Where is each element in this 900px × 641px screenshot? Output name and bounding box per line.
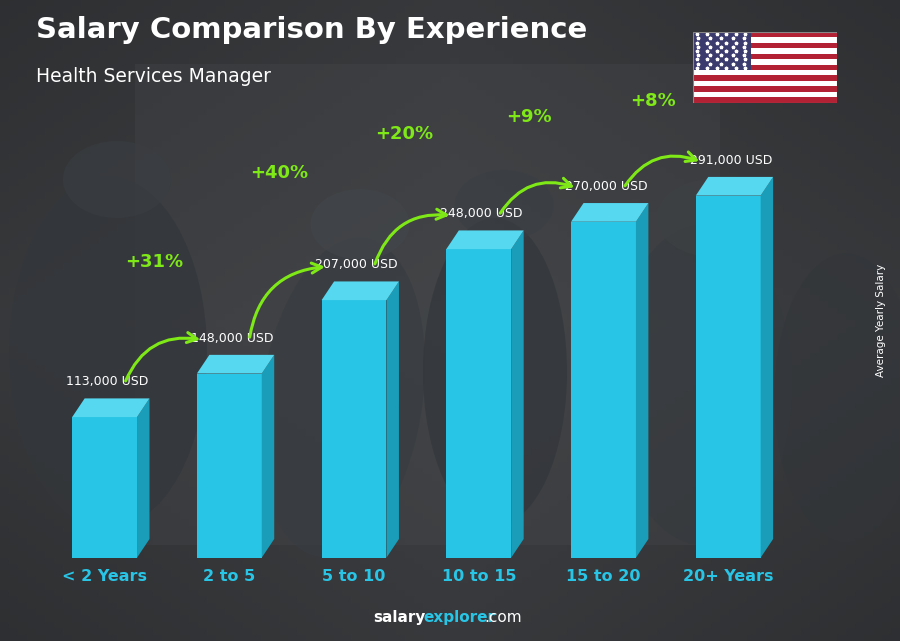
Polygon shape bbox=[572, 222, 636, 558]
Polygon shape bbox=[72, 417, 137, 558]
Circle shape bbox=[63, 141, 171, 218]
Bar bbox=[693, 92, 837, 97]
Ellipse shape bbox=[9, 176, 207, 529]
Circle shape bbox=[310, 189, 410, 260]
Bar bbox=[693, 43, 837, 48]
Ellipse shape bbox=[612, 224, 792, 545]
Text: salary: salary bbox=[374, 610, 426, 625]
Bar bbox=[693, 32, 751, 70]
Polygon shape bbox=[446, 230, 524, 249]
Text: 270,000 USD: 270,000 USD bbox=[565, 180, 647, 193]
Polygon shape bbox=[511, 230, 524, 558]
Bar bbox=[693, 32, 837, 37]
Bar bbox=[693, 65, 837, 70]
Polygon shape bbox=[321, 281, 399, 300]
Text: +31%: +31% bbox=[125, 253, 184, 272]
Ellipse shape bbox=[774, 253, 900, 542]
Polygon shape bbox=[696, 196, 760, 558]
Bar bbox=[135, 64, 720, 545]
Polygon shape bbox=[446, 249, 511, 558]
Text: +8%: +8% bbox=[631, 92, 676, 110]
Text: 248,000 USD: 248,000 USD bbox=[440, 208, 523, 221]
Text: 291,000 USD: 291,000 USD bbox=[689, 154, 772, 167]
Polygon shape bbox=[321, 300, 386, 558]
Bar bbox=[693, 48, 837, 54]
Text: 113,000 USD: 113,000 USD bbox=[66, 376, 148, 388]
Polygon shape bbox=[386, 281, 399, 558]
Text: Average Yearly Salary: Average Yearly Salary bbox=[877, 264, 886, 377]
Polygon shape bbox=[137, 399, 149, 558]
Bar bbox=[693, 81, 837, 87]
Circle shape bbox=[454, 170, 554, 240]
Bar bbox=[693, 70, 837, 76]
Polygon shape bbox=[572, 203, 648, 222]
Text: +20%: +20% bbox=[375, 126, 433, 144]
Bar bbox=[693, 37, 837, 43]
Polygon shape bbox=[72, 399, 149, 417]
Polygon shape bbox=[197, 355, 274, 374]
Text: Salary Comparison By Experience: Salary Comparison By Experience bbox=[36, 16, 587, 44]
Bar bbox=[693, 76, 837, 81]
Text: +40%: +40% bbox=[250, 164, 309, 182]
Text: .com: .com bbox=[484, 610, 522, 625]
Bar bbox=[693, 59, 837, 65]
Text: explorer: explorer bbox=[423, 610, 495, 625]
Polygon shape bbox=[636, 203, 648, 558]
Ellipse shape bbox=[423, 218, 567, 526]
Text: Health Services Manager: Health Services Manager bbox=[36, 67, 271, 87]
Polygon shape bbox=[696, 177, 773, 196]
Circle shape bbox=[657, 179, 765, 256]
Bar bbox=[693, 97, 837, 103]
Polygon shape bbox=[197, 374, 262, 558]
Text: 148,000 USD: 148,000 USD bbox=[191, 332, 274, 345]
Bar bbox=[693, 87, 837, 92]
Text: 207,000 USD: 207,000 USD bbox=[315, 258, 398, 272]
Bar bbox=[693, 54, 837, 59]
Ellipse shape bbox=[259, 238, 425, 557]
Polygon shape bbox=[262, 355, 274, 558]
Text: +9%: +9% bbox=[506, 108, 552, 126]
Polygon shape bbox=[760, 177, 773, 558]
